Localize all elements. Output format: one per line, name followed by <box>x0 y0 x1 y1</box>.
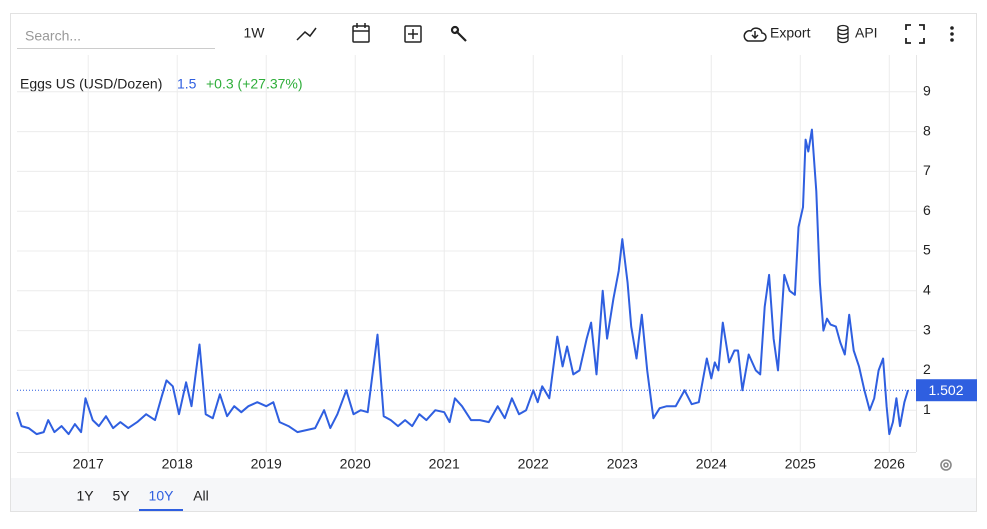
range-tab[interactable]: 5Y <box>112 488 130 504</box>
range-bar <box>11 478 976 511</box>
calendar-icon[interactable] <box>352 23 370 43</box>
change-value: +0.3 (+27.37%) <box>206 76 303 92</box>
x-tick-label: 2020 <box>340 456 371 472</box>
x-tick-label: 2019 <box>251 456 282 472</box>
gear-icon[interactable] <box>940 459 952 471</box>
add-icon[interactable] <box>404 25 422 43</box>
x-tick-label: 2023 <box>607 456 638 472</box>
x-tick-label: 2022 <box>518 456 549 472</box>
price-line <box>16 128 909 436</box>
interval-button[interactable]: 1W <box>244 25 266 41</box>
y-tick-label: 9 <box>923 83 931 99</box>
chart-type-icon[interactable] <box>296 27 317 41</box>
range-tab[interactable]: 1Y <box>76 488 94 504</box>
api-button[interactable]: API <box>855 25 878 41</box>
settings-wrench-icon[interactable] <box>450 25 467 42</box>
x-tick-label: 2021 <box>429 456 460 472</box>
last-price-box <box>916 379 977 402</box>
x-tick-label: 2017 <box>73 456 104 472</box>
range-tab[interactable]: 10Y <box>149 488 175 504</box>
y-tick-label: 6 <box>923 202 931 218</box>
api-icon[interactable] <box>837 24 849 44</box>
export-button[interactable]: Export <box>770 25 811 41</box>
y-tick-label: 2 <box>923 361 931 377</box>
y-tick-label: 5 <box>923 242 931 258</box>
y-tick-label: 1 <box>923 401 931 417</box>
plot: 1 2 3 4 5 6 7 8 9 2017 2018 2019 2020 2021 2022 2023 202… <box>16 55 977 472</box>
frame <box>10 13 977 512</box>
series-name: Eggs US (USD/Dozen) <box>20 76 162 92</box>
y-tick-label: 4 <box>923 282 931 298</box>
last-price-label: 1.502 <box>928 382 963 398</box>
range-tabs: 1Y 5Y 10Y All <box>76 488 209 511</box>
x-tick-label: 2018 <box>162 456 193 472</box>
more-menu-icon[interactable] <box>950 26 954 42</box>
search-input[interactable]: Search... <box>25 28 81 44</box>
y-tick-label: 7 <box>923 162 931 178</box>
x-tick-label: 2025 <box>785 456 816 472</box>
range-tab[interactable]: All <box>193 488 209 504</box>
export-icon[interactable] <box>743 27 767 42</box>
y-tick-label: 3 <box>923 321 931 337</box>
last-value: 1.5 <box>177 76 197 92</box>
fullscreen-icon[interactable] <box>905 24 925 44</box>
y-tick-label: 8 <box>923 122 931 138</box>
x-tick-label: 2024 <box>696 456 727 472</box>
x-tick-label: 2026 <box>874 456 905 472</box>
